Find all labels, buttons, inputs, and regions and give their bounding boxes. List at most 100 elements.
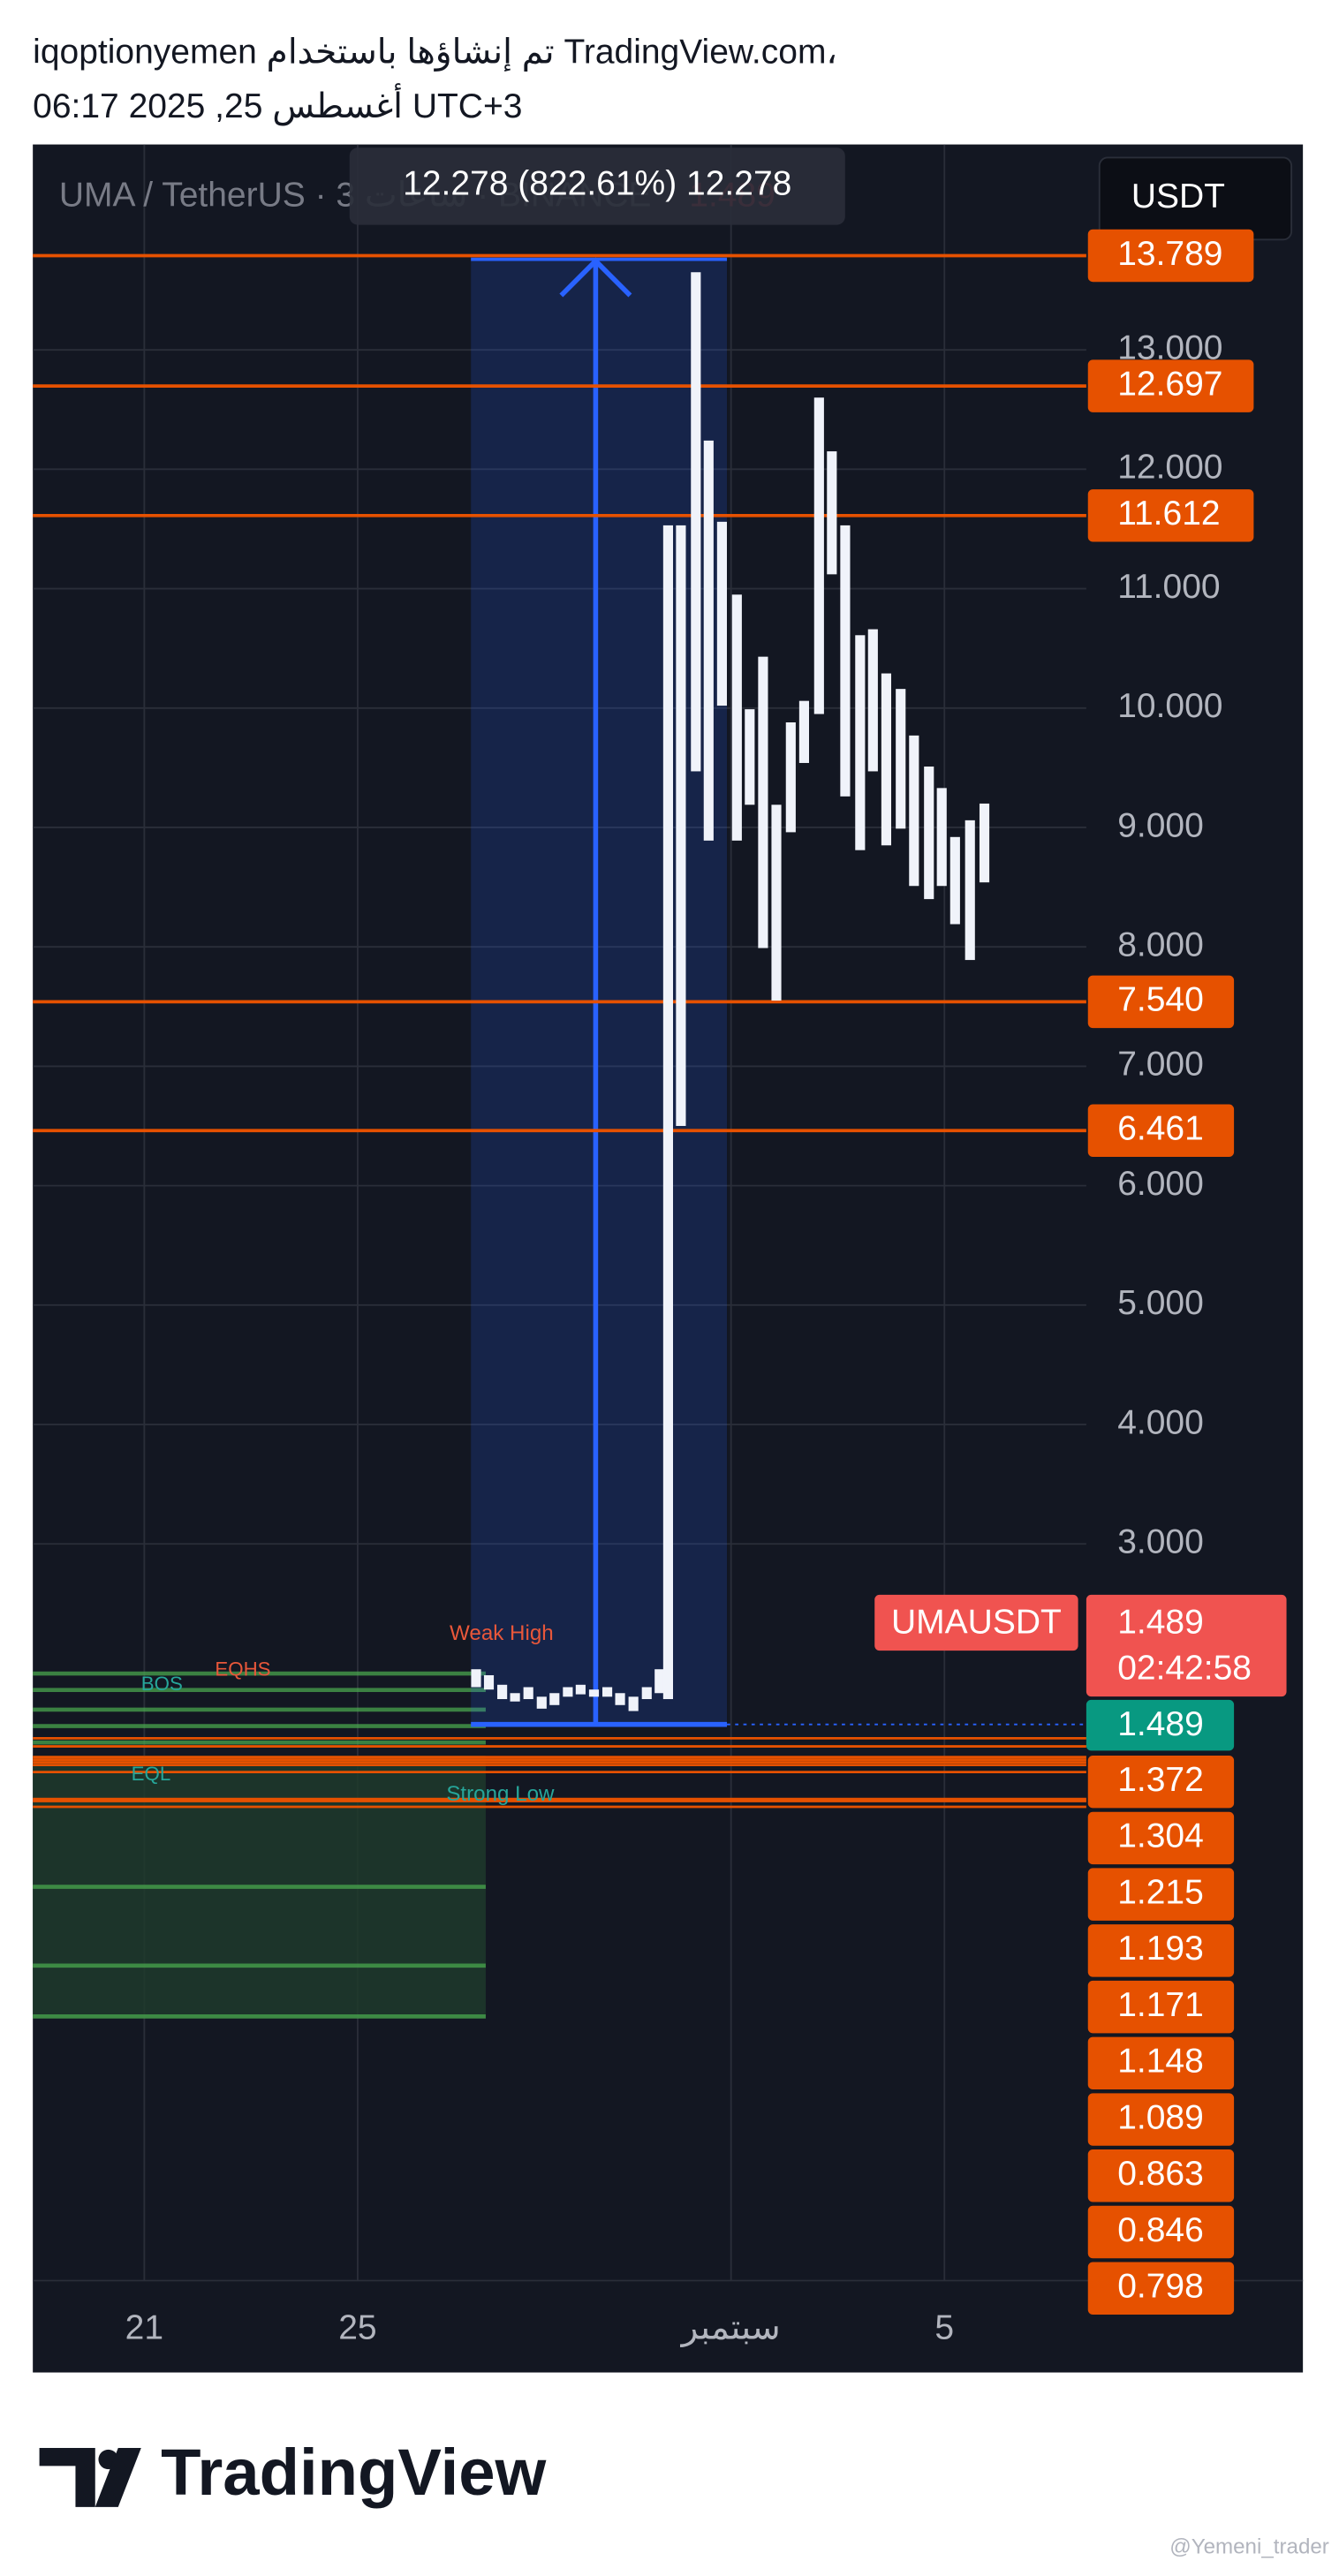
level-label: 1.171 [1117, 1986, 1204, 2024]
level-label: 1.089 [1117, 2098, 1204, 2136]
y-tick-label: 4.000 [1117, 1403, 1204, 1441]
watermark: @Yemeni_trader [1169, 2535, 1329, 2559]
candle [745, 709, 755, 805]
price-tag [1086, 1699, 1235, 1751]
level-label: 0.798 [1117, 2268, 1204, 2306]
level-tag [1087, 2149, 1235, 2202]
candle [896, 689, 906, 829]
level-label: 12.697 [1117, 365, 1222, 403]
annotation: Strong Low [446, 1782, 555, 1806]
level-label: 1.148 [1117, 2043, 1204, 2081]
candle [771, 805, 782, 1001]
candle [758, 656, 768, 948]
y-tick-label: 8.000 [1117, 926, 1204, 964]
x-tick-label: 21 [125, 2309, 163, 2347]
symbol-tag-label: UMAUSDT [891, 1604, 1062, 1642]
zone-lines [33, 1671, 486, 2019]
x-tick-label: سبتمبر [680, 2309, 781, 2348]
measure-label: 12.278 (822.61%) 12.278 [403, 164, 791, 202]
candle [813, 397, 824, 714]
candle [575, 1684, 586, 1695]
annotation: EQL [132, 1763, 171, 1785]
level-tag [1087, 1868, 1235, 1921]
y-tick-label: 3.000 [1117, 1523, 1204, 1561]
y-tick-label: 6.000 [1117, 1165, 1204, 1203]
brand: TradingView [161, 2436, 546, 2509]
candle [602, 1687, 613, 1697]
candle [731, 594, 742, 841]
candle [641, 1687, 652, 1700]
candle [827, 451, 837, 575]
candle [615, 1693, 625, 1705]
level-label: 0.846 [1117, 2211, 1204, 2249]
candle [628, 1696, 639, 1711]
level-label: 1.215 [1117, 1873, 1204, 1911]
price-tag-label: 1.489 [1117, 1705, 1204, 1743]
candle [497, 1684, 508, 1700]
candle [840, 525, 851, 797]
y-tick-label: 11.000 [1117, 568, 1220, 606]
annotation: EQHS [215, 1658, 270, 1680]
candle [691, 272, 701, 772]
candle [483, 1674, 495, 1690]
candle [716, 521, 727, 706]
candle [881, 673, 891, 846]
level-label: 13.789 [1117, 235, 1222, 273]
level-tag [1087, 2036, 1235, 2090]
candle [867, 629, 878, 772]
level-tag [1087, 2262, 1235, 2315]
candle [563, 1687, 573, 1697]
candle [979, 803, 990, 883]
level-tag [1087, 1755, 1235, 1809]
candle [949, 836, 960, 925]
candle [924, 767, 934, 900]
annotation: Weak High [450, 1621, 554, 1645]
level-tag [1087, 229, 1254, 283]
candle [909, 735, 919, 887]
measure-box [471, 259, 728, 1725]
level-label: 1.372 [1117, 1761, 1204, 1799]
candle [703, 440, 714, 841]
level-tag [1087, 2205, 1235, 2259]
y-tick-label: 7.000 [1117, 1046, 1204, 1084]
level-tag [1087, 1811, 1235, 1865]
level-tag [1087, 2093, 1235, 2146]
level-tag [1087, 489, 1254, 542]
level-label: 1.304 [1117, 1817, 1204, 1855]
countdown: 02:42:58 [1117, 1650, 1252, 1688]
measure-arrowhead [559, 257, 632, 298]
level-label: 1.193 [1117, 1930, 1204, 1968]
brand-logo [39, 2447, 141, 2507]
candle [965, 820, 975, 961]
level-label: 0.863 [1117, 2155, 1204, 2193]
candle [549, 1693, 560, 1705]
candle [654, 1669, 665, 1694]
candle [471, 1669, 481, 1688]
annotation: BOS [141, 1673, 183, 1695]
level-label: 7.540 [1117, 981, 1204, 1019]
candle [855, 635, 866, 850]
currency-label[interactable]: USDT [1131, 178, 1225, 215]
level-label: 11.612 [1117, 495, 1220, 533]
y-tick-label: 5.000 [1117, 1284, 1204, 1322]
level-label: 6.461 [1117, 1110, 1204, 1148]
level-tag [1087, 1980, 1235, 2034]
x-tick-label: 25 [338, 2309, 376, 2347]
price-tag-label: 1.489 [1117, 1604, 1204, 1642]
header-line: 06:17 2025 ,25 أغسطس UTC+3 [33, 83, 522, 125]
candle [798, 700, 809, 763]
measure-tooltip [349, 147, 845, 225]
candle [936, 788, 947, 887]
x-tick-label: 5 [934, 2309, 954, 2347]
candle [662, 525, 673, 1700]
level-tag [1087, 359, 1254, 412]
candle [523, 1687, 533, 1700]
price-tag [1086, 1594, 1287, 1697]
symbol-tag [874, 1594, 1078, 1651]
y-tick-label: 12.000 [1117, 449, 1222, 487]
level-tag [1087, 1924, 1235, 1977]
level-tag [1087, 975, 1235, 1029]
header-line: iqoptionyemen تم إنشاؤها باستخدام Tradin… [33, 34, 837, 72]
